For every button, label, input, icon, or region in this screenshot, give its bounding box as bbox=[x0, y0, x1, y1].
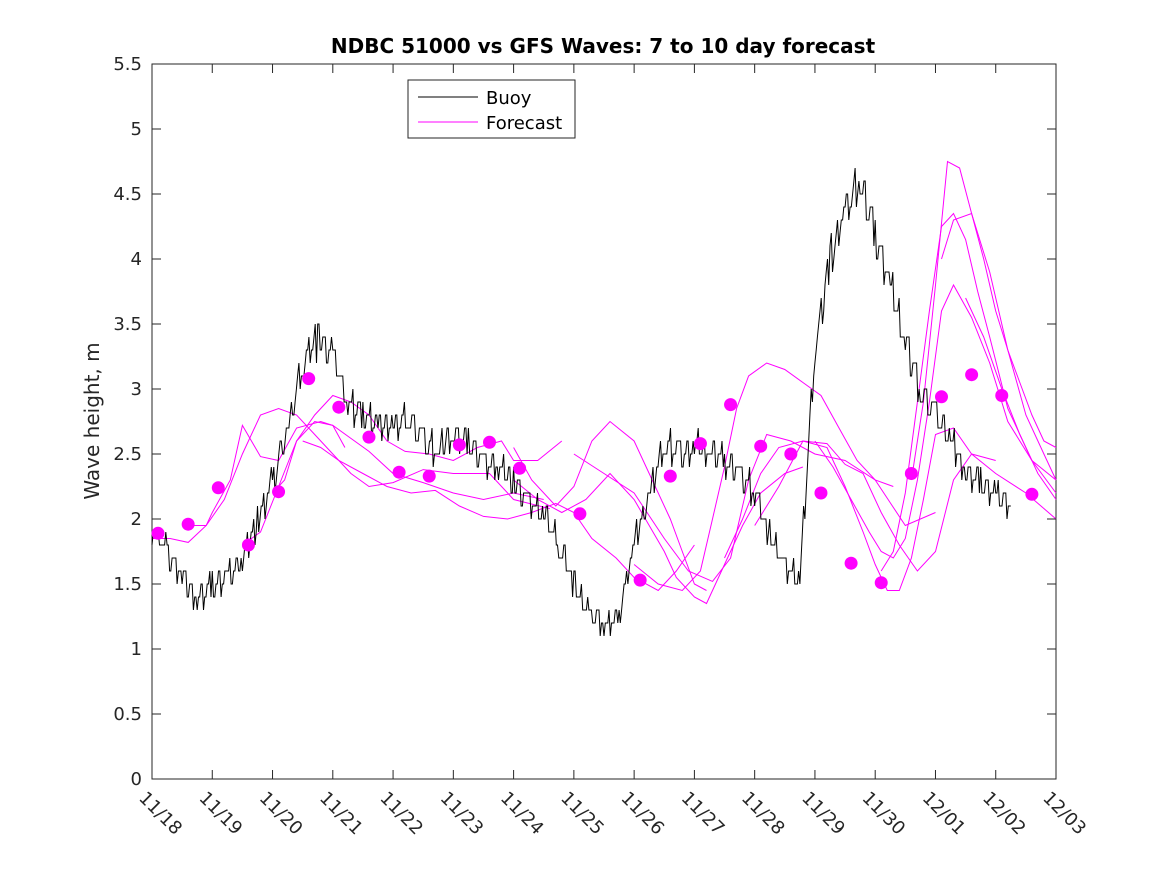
forecast-point bbox=[904, 467, 918, 480]
forecast-point bbox=[302, 372, 316, 386]
forecast-point bbox=[362, 430, 376, 444]
forecast-point bbox=[724, 398, 738, 412]
forecast-line bbox=[965, 297, 1057, 500]
y-tick-label: 3.5 bbox=[113, 314, 142, 335]
forecast-point bbox=[844, 556, 858, 570]
forecast-point bbox=[392, 465, 406, 479]
forecast-line bbox=[880, 212, 1057, 572]
forecast-point bbox=[482, 435, 496, 449]
forecast-line bbox=[188, 407, 550, 526]
forecast-point bbox=[784, 447, 798, 461]
forecast-line bbox=[302, 440, 695, 592]
forecast-point bbox=[1025, 487, 1039, 501]
forecast-line bbox=[941, 212, 1057, 481]
forecast-point bbox=[452, 438, 466, 452]
forecast-lines bbox=[152, 160, 1057, 605]
forecast-point bbox=[934, 390, 948, 404]
forecast-point bbox=[965, 368, 979, 382]
forecast-point bbox=[814, 486, 828, 500]
legend: Buoy Forecast bbox=[407, 79, 576, 139]
forecast-line bbox=[272, 394, 563, 494]
legend-buoy-label: Buoy bbox=[486, 88, 532, 109]
y-axis-ticks: 0 0.5 1 1.5 2 2.5 3 3.5 4 4.5 5 5.5 bbox=[113, 54, 1056, 790]
forecast-point bbox=[422, 469, 436, 483]
buoy-trace bbox=[151, 167, 1011, 637]
forecast-point bbox=[211, 481, 225, 495]
y-axis-label: Wave height, m bbox=[80, 342, 104, 499]
forecast-line bbox=[754, 427, 1057, 591]
y-tick-label: 5.5 bbox=[113, 54, 142, 75]
y-tick-label: 0 bbox=[131, 769, 142, 790]
forecast-point bbox=[573, 507, 587, 521]
buoy-line bbox=[151, 167, 1011, 637]
y-tick-label: 1.5 bbox=[113, 574, 142, 595]
forecast-point bbox=[995, 389, 1009, 402]
forecast-line bbox=[513, 420, 707, 591]
forecast-line bbox=[633, 362, 894, 592]
y-tick-label: 3 bbox=[131, 379, 142, 400]
y-tick-label: 5 bbox=[131, 119, 142, 140]
legend-box bbox=[407, 79, 576, 139]
forecast-line bbox=[910, 160, 1057, 481]
forecast-point bbox=[633, 573, 647, 587]
forecast-point bbox=[181, 517, 195, 531]
forecast-point bbox=[513, 461, 527, 475]
y-tick-label: 2 bbox=[131, 509, 142, 530]
y-tick-label: 4 bbox=[131, 249, 142, 270]
y-tick-label: 1 bbox=[131, 639, 142, 660]
forecast-point bbox=[754, 439, 768, 453]
forecast-line bbox=[724, 440, 996, 572]
forecast-point bbox=[874, 576, 888, 590]
forecast-point bbox=[663, 469, 677, 483]
legend-forecast-label: Forecast bbox=[486, 113, 562, 134]
y-tick-label: 2.5 bbox=[113, 444, 142, 465]
forecast-point bbox=[272, 485, 286, 499]
plot-area bbox=[151, 63, 1057, 780]
y-tick-label: 0.5 bbox=[113, 704, 142, 725]
forecast-line bbox=[242, 420, 544, 546]
forecast-point bbox=[332, 400, 346, 414]
forecast-line bbox=[152, 420, 346, 543]
chart-title: NDBC 51000 vs GFS Waves: 7 to 10 day for… bbox=[331, 34, 876, 58]
y-tick-label: 4.5 bbox=[113, 184, 142, 205]
forecast-point bbox=[693, 437, 707, 451]
forecast-point bbox=[151, 526, 165, 540]
forecast-point bbox=[241, 538, 255, 552]
forecast-points bbox=[151, 368, 1039, 590]
